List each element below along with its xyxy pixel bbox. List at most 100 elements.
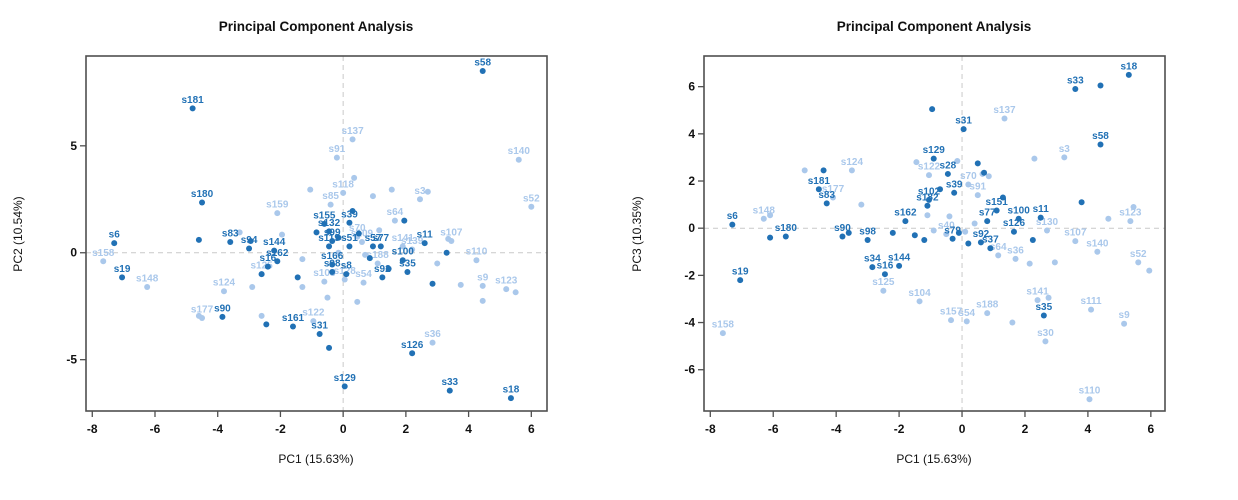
point-label: s182 (916, 192, 939, 203)
data-point (247, 237, 254, 244)
data-point (971, 220, 978, 227)
data-point (960, 126, 967, 133)
data-point (388, 186, 395, 193)
y-tick-label: 4 (688, 127, 695, 141)
data-point (1012, 255, 1019, 262)
point-label: s188 (367, 250, 390, 261)
point-label: s181 (182, 95, 205, 106)
data-point (815, 186, 822, 193)
data-point (985, 173, 992, 180)
data-point (965, 240, 972, 247)
data-point (823, 200, 830, 207)
data-point (1127, 218, 1134, 225)
point-label: s94 (241, 235, 258, 246)
point-label: s11 (1033, 204, 1050, 215)
data-point (351, 174, 358, 181)
x-tick-label: 6 (1147, 422, 1154, 436)
y-tick-label: 5 (70, 139, 77, 153)
data-point (913, 159, 920, 166)
data-point (1043, 227, 1050, 234)
point-label: s11 (417, 230, 434, 241)
point-label: s123 (1119, 208, 1142, 219)
data-point (321, 278, 328, 285)
y-tick-label: 6 (688, 80, 695, 94)
data-point (479, 67, 486, 74)
data-point (299, 283, 306, 290)
data-point (264, 263, 271, 270)
data-point (951, 189, 958, 196)
data-point (869, 264, 876, 271)
point-label: s129 (334, 373, 357, 384)
point-label: s58 (474, 57, 491, 68)
point-label: s99 (324, 227, 341, 238)
data-point (1026, 260, 1033, 267)
data-point (369, 243, 376, 250)
data-point (984, 310, 991, 317)
point-label: s31 (311, 321, 328, 332)
point-label: s40 (938, 221, 955, 232)
data-point (341, 383, 348, 390)
point-label: s132 (318, 218, 341, 229)
x-tick-label: -6 (150, 422, 161, 436)
data-point (924, 212, 931, 219)
data-point (995, 252, 1002, 259)
data-point (848, 167, 855, 174)
data-point (360, 279, 367, 286)
point-label: s16 (877, 261, 894, 272)
data-point (512, 289, 519, 296)
plot-border (85, 55, 548, 412)
data-point (374, 260, 381, 267)
point-label: s140 (508, 146, 531, 157)
point-label: s6 (109, 230, 121, 241)
data-point (858, 201, 865, 208)
point-label: s33 (1067, 76, 1084, 87)
data-point (340, 189, 347, 196)
data-point (246, 245, 253, 252)
data-point (369, 193, 376, 200)
data-point (1097, 82, 1104, 89)
data-point (326, 344, 333, 351)
data-point (119, 274, 126, 281)
data-point (719, 330, 726, 337)
data-point (528, 203, 535, 210)
point-label: s91 (969, 182, 986, 193)
data-point (820, 167, 827, 174)
data-point (760, 215, 767, 222)
plot-border (703, 55, 1166, 412)
x-tick-label: -4 (831, 422, 842, 436)
data-point (341, 276, 348, 283)
point-label: s83 (222, 229, 239, 240)
point-label: s124 (841, 157, 864, 168)
point-label: s9 (477, 272, 489, 283)
data-point (1029, 236, 1036, 243)
data-point (236, 229, 243, 236)
y-tick-label: 0 (70, 246, 77, 260)
point-label: s129 (923, 145, 946, 156)
data-point (429, 280, 436, 287)
data-point (199, 199, 206, 206)
data-point (949, 235, 956, 242)
data-point (335, 234, 342, 241)
data-point (946, 213, 953, 220)
point-label: s83 (818, 190, 835, 201)
data-point (1072, 86, 1079, 93)
data-point (1121, 320, 1128, 327)
data-point (977, 239, 984, 246)
data-point (955, 229, 962, 236)
y-tick-label: -2 (684, 268, 695, 282)
point-label: s141 (1026, 287, 1049, 298)
data-point (199, 314, 206, 321)
point-label: s107 (440, 227, 463, 238)
data-point (1130, 203, 1137, 210)
point-label: s181 (808, 176, 831, 187)
data-point (473, 257, 480, 264)
x-tick-label: -4 (212, 422, 223, 436)
data-point (801, 167, 808, 174)
point-label: s35 (1036, 302, 1053, 313)
data-point (313, 229, 320, 236)
point-label: s144 (888, 252, 911, 263)
data-point (424, 188, 431, 195)
data-point (329, 268, 336, 275)
data-point (1125, 71, 1132, 78)
